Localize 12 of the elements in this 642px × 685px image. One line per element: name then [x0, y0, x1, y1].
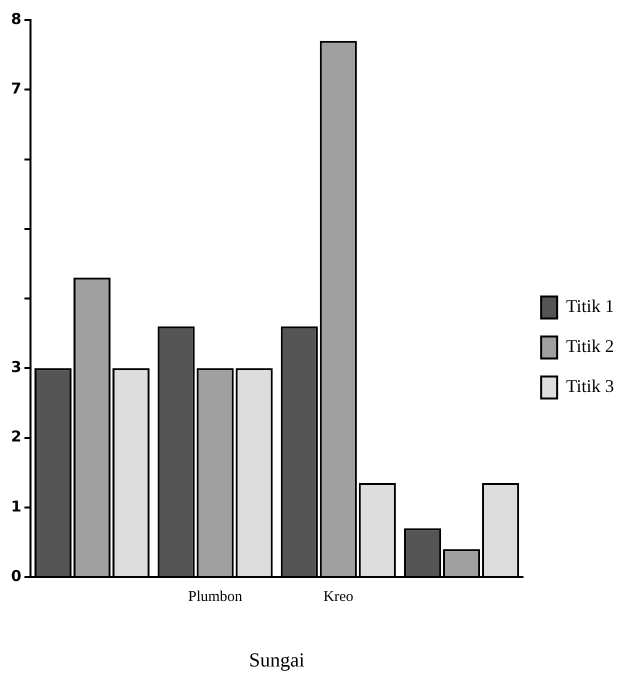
- y-tick-label: 7: [11, 80, 22, 98]
- y-tick-label: 3: [11, 358, 22, 376]
- x-axis-title: Sungai: [249, 649, 306, 672]
- y-tick-label: 1: [11, 497, 22, 516]
- x-tick-label: Plumbon: [188, 588, 243, 605]
- y-tick-label: 8: [11, 10, 22, 28]
- x-tick-label: Kreo: [323, 588, 354, 605]
- legend-label: Titik 3: [566, 376, 614, 396]
- legend-label: Titik 1: [566, 296, 614, 316]
- y-tick-label: 2: [11, 428, 22, 446]
- y-tick-label: 0: [11, 566, 22, 585]
- legend-label: Titik 2: [566, 336, 614, 356]
